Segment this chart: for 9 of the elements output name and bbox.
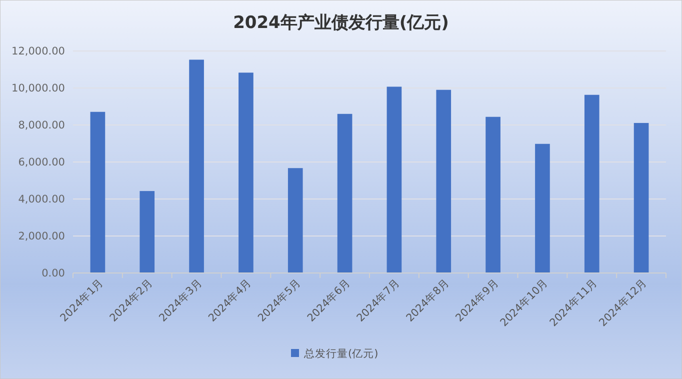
- y-tick-label: 12,000.00: [12, 46, 65, 58]
- y-tick-label: 4,000.00: [18, 194, 65, 206]
- y-tick-label: 2,000.00: [18, 230, 65, 243]
- y-tick-label: 8,000.00: [18, 120, 65, 132]
- y-tick-label: 6,000.00: [18, 156, 65, 169]
- y-tick-label: 10,000.00: [12, 82, 65, 95]
- y-tick-label: 0.00: [42, 268, 65, 280]
- legend-label: 总发行量(亿元): [303, 347, 378, 360]
- chart-title: 2024年产业债发行量(亿元): [233, 13, 449, 33]
